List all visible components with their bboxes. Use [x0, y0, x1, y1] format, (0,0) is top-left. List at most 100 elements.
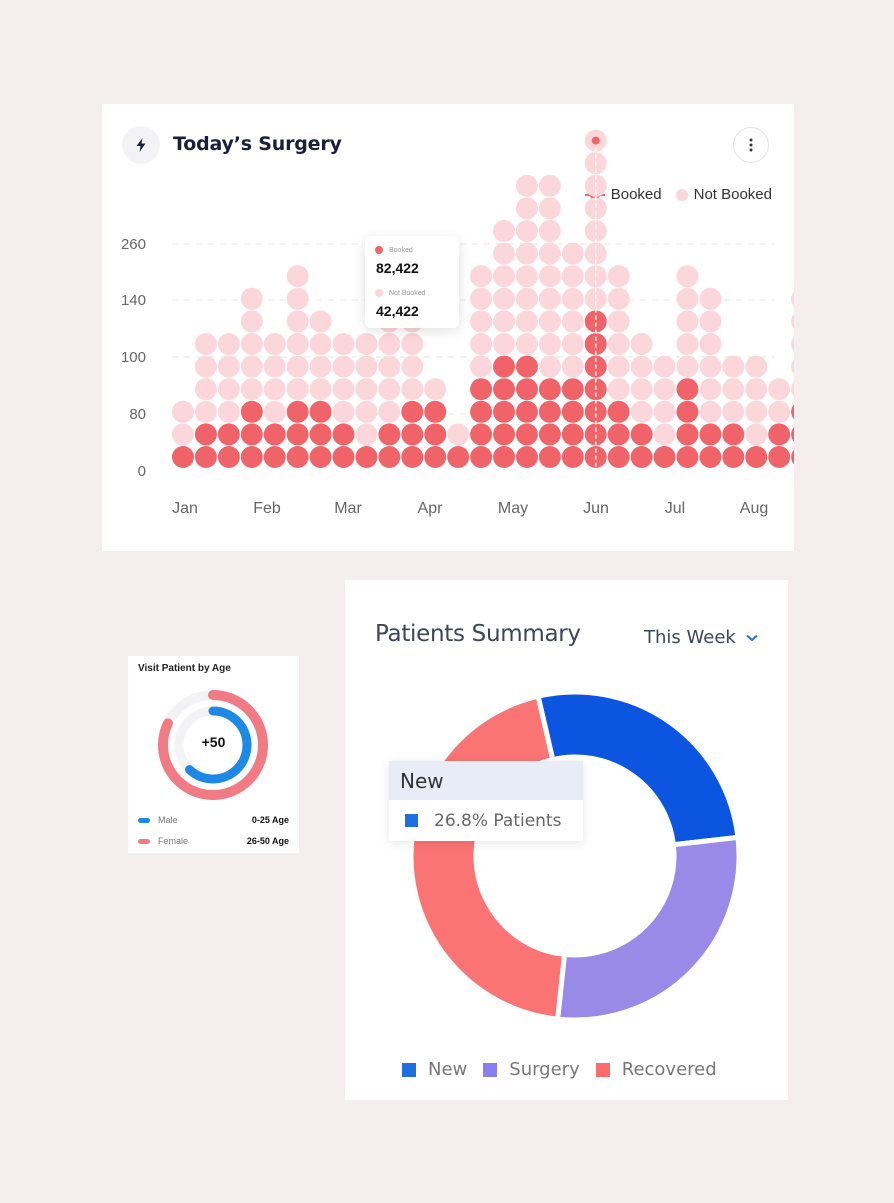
not-booked-dot	[424, 378, 447, 401]
tooltip-not-booked-row: Not Booked	[375, 289, 426, 297]
booked-dot	[240, 400, 263, 423]
patients-legend: New Surgery Recovered	[402, 1059, 717, 1080]
not-booked-dot	[240, 310, 263, 333]
not-booked-dot	[515, 174, 538, 197]
booked-dot	[561, 423, 584, 446]
not-booked-dot	[653, 355, 676, 378]
booked-dot	[699, 446, 722, 468]
not-booked-dot	[561, 265, 584, 288]
not-booked-dot	[309, 333, 332, 355]
not-booked-dot	[699, 287, 722, 310]
not-booked-dot	[172, 423, 194, 446]
booked-dot	[401, 446, 424, 468]
patients-title: Patients Summary	[375, 621, 581, 647]
not-booked-dot	[493, 220, 516, 242]
not-booked-dot	[401, 378, 424, 401]
more-options-button[interactable]	[733, 127, 769, 163]
booked-dot	[515, 400, 538, 423]
booked-dot	[722, 423, 745, 446]
male-value: 0-25 Age	[251, 815, 289, 825]
surgery-title: Today’s Surgery	[173, 133, 342, 155]
not-booked-dot	[515, 197, 538, 220]
x-tick-label: Feb	[253, 500, 281, 517]
legend-new[interactable]: New	[402, 1059, 467, 1080]
not-booked-dot	[607, 378, 630, 401]
not-booked-dot	[217, 400, 240, 423]
booked-dot-icon	[375, 246, 383, 254]
not-booked-dot	[493, 310, 516, 333]
patients-tooltip-body: 26.8% Patients	[389, 800, 583, 841]
not-booked-dot	[607, 310, 630, 333]
not-booked-dot	[538, 174, 561, 197]
not-booked-dot	[217, 378, 240, 401]
not-booked-dot	[745, 355, 768, 378]
not-booked-dot	[538, 242, 561, 265]
not-booked-dot	[561, 242, 584, 265]
not-booked-dot	[309, 355, 332, 378]
not-booked-dot	[332, 378, 355, 401]
booked-dot	[470, 446, 493, 468]
booked-dot	[607, 423, 630, 446]
booked-dot	[470, 400, 493, 423]
legend-recovered-label: Recovered	[621, 1059, 717, 1080]
y-tick-label: 140	[121, 292, 146, 309]
age-card-title: Visit Patient by Age	[138, 663, 231, 674]
recovered-swatch	[595, 1062, 610, 1077]
period-select-value: This Week	[644, 627, 736, 648]
booked-dot	[424, 446, 447, 468]
legend-not-booked[interactable]: Not Booked	[675, 186, 772, 203]
booked-dot	[286, 446, 309, 468]
x-tick-label: Jul	[665, 500, 685, 517]
not-booked-dot	[699, 378, 722, 401]
booked-dot	[538, 400, 561, 423]
not-booked-dot	[263, 378, 286, 401]
not-booked-dot	[515, 265, 538, 288]
x-tick-label: Aug	[740, 500, 768, 517]
not-booked-dot	[515, 310, 538, 333]
booked-dot	[515, 355, 538, 378]
female-label: Female	[158, 836, 189, 846]
new-swatch	[402, 1062, 416, 1077]
x-tick-label: Jun	[583, 500, 609, 517]
not-booked-dot	[630, 333, 653, 355]
not-booked-dot	[538, 287, 561, 310]
legend-surgery[interactable]: Surgery	[483, 1059, 580, 1080]
not-booked-dot	[515, 333, 538, 355]
not-booked-dot	[561, 355, 584, 378]
not-booked-dot	[722, 378, 745, 401]
not-booked-dot	[538, 355, 561, 378]
booked-dot	[286, 400, 309, 423]
not-booked-dot	[722, 355, 745, 378]
y-tick-label: 80	[129, 406, 146, 423]
booked-dot	[676, 446, 699, 468]
not-booked-dot	[699, 400, 722, 423]
legend-recovered[interactable]: Recovered	[595, 1059, 717, 1080]
booked-dot	[240, 423, 263, 446]
not-booked-dot	[676, 310, 699, 333]
booked-dot	[561, 378, 584, 401]
not-booked-dot	[401, 333, 424, 355]
not-booked-dot	[745, 378, 768, 401]
not-booked-dot	[515, 242, 538, 265]
booked-dot	[355, 446, 378, 468]
tooltip-booked-value: 82,422	[376, 260, 419, 276]
not-booked-dot	[676, 355, 699, 378]
booked-dot	[676, 400, 699, 423]
not-booked-dot	[355, 355, 378, 378]
period-select[interactable]: This Week	[644, 627, 758, 648]
not-booked-dot	[217, 355, 240, 378]
not-booked-dot-icon	[375, 289, 383, 297]
booked-dot	[263, 446, 286, 468]
not-booked-dot	[584, 287, 607, 310]
not-booked-dot	[493, 333, 516, 355]
booked-dot	[630, 423, 653, 446]
booked-dot	[401, 400, 424, 423]
not-booked-dot	[194, 378, 217, 401]
not-booked-dot	[561, 333, 584, 355]
booked-dot	[470, 378, 493, 401]
not-booked-dot	[194, 333, 217, 355]
booked-dot	[768, 446, 791, 468]
booked-dot	[332, 423, 355, 446]
not-booked-dot	[447, 423, 470, 446]
booked-dot	[172, 446, 194, 468]
